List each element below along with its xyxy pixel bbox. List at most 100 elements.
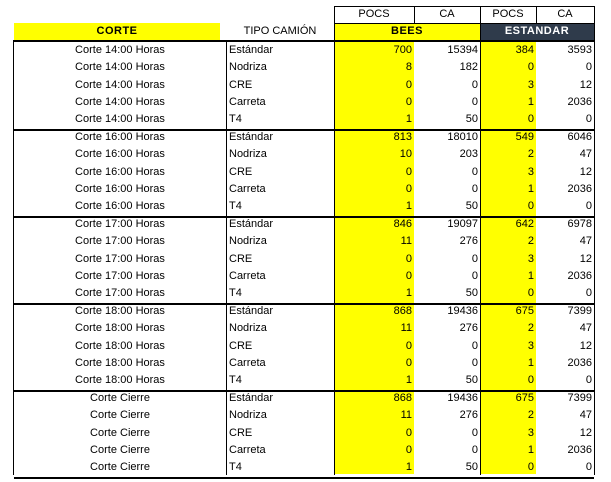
corte-cell: Corte Cierre	[90, 461, 150, 474]
bees-ca-cell: 50	[465, 374, 478, 387]
estandar-pocs-cell: 549	[515, 131, 534, 143]
estandar-ca-cell: 12	[579, 78, 592, 91]
header-pocs-bees: POCS	[358, 8, 390, 20]
estandar-pocs-cell: 642	[515, 218, 534, 230]
bees-ca-cell: 203	[459, 148, 478, 161]
corte-cell: Corte 17:00 Horas	[75, 269, 165, 282]
corte-cell: Corte 16:00 Horas	[75, 131, 165, 143]
estandar-ca-cell: 47	[579, 322, 592, 335]
bees-pocs-cell: 0	[405, 182, 412, 195]
estandar-ca-cell: 0	[585, 61, 592, 74]
bees-ca-cell: 276	[459, 235, 478, 248]
tipo-camion-cell: Estándar	[229, 305, 274, 317]
tipo-camion-cell: Nodriza	[229, 61, 267, 74]
estandar-ca-cell: 12	[579, 426, 592, 439]
bees-pocs-cell: 1	[405, 461, 412, 474]
corte-cell: Corte Cierre	[90, 409, 150, 422]
bees-ca-cell: 50	[465, 200, 478, 213]
bees-ca-cell: 18010	[447, 131, 478, 143]
estandar-pocs-cell: 0	[527, 287, 534, 300]
bees-pocs-cell: 0	[405, 339, 412, 352]
corte-cell: Corte 14:00 Horas	[75, 61, 165, 74]
tipo-camion-cell: T4	[229, 374, 242, 387]
estandar-ca-cell: 6978	[567, 218, 592, 230]
bees-pocs-cell: 0	[405, 443, 412, 456]
estandar-pocs-cell: 1	[527, 269, 534, 282]
corte-cell: Corte 18:00 Horas	[75, 356, 165, 369]
tipo-camion-cell: T4	[229, 461, 242, 474]
corte-cell: Corte 14:00 Horas	[75, 78, 165, 91]
tipo-camion-cell: Nodriza	[229, 409, 267, 422]
header-estandar: ESTANDAR	[480, 23, 594, 40]
bees-ca-cell: 0	[471, 95, 478, 108]
bees-pocs-cell: 0	[405, 356, 412, 369]
estandar-ca-cell: 2036	[567, 95, 592, 108]
bees-ca-cell: 0	[471, 269, 478, 282]
corte-cell: Corte Cierre	[90, 426, 150, 439]
tipo-camion-cell: Carreta	[229, 95, 266, 108]
tipo-camion-cell: CRE	[229, 165, 253, 178]
bees-ca-cell: 0	[471, 426, 478, 439]
bees-ca-cell: 0	[471, 356, 478, 369]
bees-ca-cell: 50	[465, 287, 478, 300]
tipo-camion-cell: Estándar	[229, 392, 274, 404]
estandar-pocs-cell: 3	[527, 339, 534, 352]
tipo-camion-cell: CRE	[229, 252, 253, 265]
tipo-camion-cell: Nodriza	[229, 235, 267, 248]
corte-cell: Corte 18:00 Horas	[75, 339, 165, 352]
estandar-ca-cell: 3593	[567, 44, 592, 56]
estandar-pocs-cell: 1	[527, 443, 534, 456]
corte-cell: Corte Cierre	[90, 443, 150, 456]
corte-cell: Corte 17:00 Horas	[75, 287, 165, 300]
bees-pocs-cell: 700	[393, 44, 412, 56]
estandar-pocs-cell: 3	[527, 426, 534, 439]
header-corte: CORTE	[14, 23, 220, 40]
corte-cell: Corte 18:00 Horas	[75, 322, 165, 335]
tipo-camion-cell: Carreta	[229, 443, 266, 456]
bees-pocs-cell: 10	[399, 148, 412, 161]
estandar-pocs-cell: 2	[527, 322, 534, 335]
bees-ca-cell: 0	[471, 443, 478, 456]
bees-ca-cell: 276	[459, 322, 478, 335]
estandar-ca-cell: 2036	[567, 443, 592, 456]
bees-pocs-cell: 813	[393, 131, 412, 143]
corte-cell: Corte 16:00 Horas	[75, 148, 165, 161]
bees-ca-cell: 0	[471, 339, 478, 352]
bees-ca-cell: 19436	[447, 392, 478, 404]
header-ca-bees: CA	[439, 8, 455, 20]
tipo-camion-cell: Carreta	[229, 356, 266, 369]
estandar-ca-cell: 0	[585, 200, 592, 213]
tipo-camion-cell: Estándar	[229, 131, 274, 143]
corte-cell: Corte 14:00 Horas	[75, 95, 165, 108]
tipo-camion-cell: CRE	[229, 78, 253, 91]
estandar-ca-cell: 2036	[567, 269, 592, 282]
estandar-pocs-highlight	[480, 40, 536, 474]
estandar-pocs-cell: 384	[515, 44, 534, 56]
bees-pocs-highlight	[334, 40, 414, 474]
estandar-pocs-cell: 0	[527, 461, 534, 474]
estandar-ca-cell: 7399	[567, 305, 592, 317]
estandar-ca-cell: 0	[585, 287, 592, 300]
bees-pocs-cell: 1	[405, 200, 412, 213]
tipo-camion-cell: Nodriza	[229, 148, 267, 161]
tipo-camion-cell: T4	[229, 200, 242, 213]
corte-cell: Corte 18:00 Horas	[75, 374, 165, 387]
corte-cell: Corte 16:00 Horas	[75, 165, 165, 178]
bees-pocs-cell: 0	[405, 426, 412, 439]
bees-ca-cell: 0	[471, 182, 478, 195]
bees-ca-cell: 50	[465, 113, 478, 126]
corte-cell: Corte 17:00 Horas	[75, 218, 165, 230]
tipo-camion-cell: T4	[229, 113, 242, 126]
bees-pocs-cell: 11	[400, 235, 412, 248]
bees-ca-cell: 0	[471, 165, 478, 178]
estandar-pocs-cell: 1	[527, 182, 534, 195]
estandar-pocs-cell: 0	[527, 200, 534, 213]
bees-pocs-cell: 1	[405, 374, 412, 387]
estandar-ca-cell: 47	[579, 148, 592, 161]
tipo-camion-cell: Carreta	[229, 269, 266, 282]
estandar-ca-cell: 7399	[567, 392, 592, 404]
bees-ca-cell: 50	[465, 461, 478, 474]
corte-cell: Corte 17:00 Horas	[75, 252, 165, 265]
estandar-pocs-cell: 675	[515, 392, 534, 404]
bees-pocs-cell: 868	[393, 392, 412, 404]
